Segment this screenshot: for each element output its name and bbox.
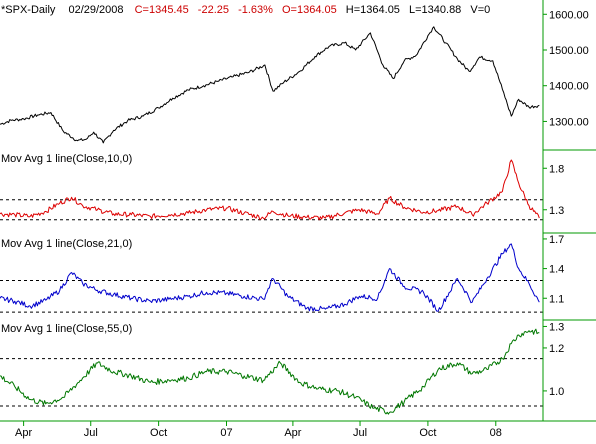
series-line-1 (0, 26, 540, 144)
y-tick-label: 1.0 (549, 386, 564, 398)
y-tick-label: 1300.00 (549, 116, 589, 128)
change-label: -22.25 (198, 4, 229, 16)
panel-4-title: Mov Avg 1 line(Close,55,0) (1, 323, 132, 335)
x-tick-label: Oct (150, 427, 167, 439)
symbol-label: *SPX-Daily (1, 4, 56, 16)
y-tick-label: 1600.00 (549, 9, 589, 21)
x-tick-label: Jul (84, 427, 98, 439)
x-tick-label: Apr (15, 427, 32, 439)
low-label: L=1340.88 (409, 4, 461, 16)
y-tick-label: 1.3 (549, 205, 564, 217)
panel-3-title: Mov Avg 1 line(Close,21,0) (1, 238, 132, 250)
x-tick-label: Jul (353, 427, 367, 439)
series-line-4 (0, 328, 540, 415)
panel-4: 1.3 1.2 1.0 (0, 321, 596, 422)
y-tick-label: 1.7 (549, 234, 564, 246)
change-pct-label: -1.63% (238, 4, 273, 16)
high-label: H=1364.05 (346, 4, 400, 16)
close-label: C=1345.45 (135, 4, 189, 16)
x-axis: Apr Jul Oct 07 Apr Jul Oct 08 (0, 420, 543, 439)
x-tick-label: 07 (220, 427, 232, 439)
panel-1: 1600.00 1500.00 1400.00 1300.00 (0, 9, 596, 151)
series-line-3 (0, 243, 540, 312)
date-label: 02/29/2008 (68, 4, 123, 16)
y-tick-label: 1.1 (549, 293, 564, 305)
header-info: *SPX-Daily 02/29/2008 C=1345.45 -22.25 -… (1, 4, 490, 16)
x-tick-label: Apr (284, 427, 301, 439)
panel-3: 1.7 1.4 1.1 (0, 234, 596, 321)
panel-2: 1.8 1.3 (0, 159, 596, 234)
x-tick-label: Oct (419, 427, 436, 439)
panels-layer: 1600.00 1500.00 1400.00 1300.00 1.8 1.3 1.7 1.4… (0, 0, 596, 422)
open-label: O=1364.05 (282, 4, 337, 16)
series-line-2 (0, 159, 540, 221)
y-tick-label: 1.2 (549, 343, 564, 355)
y-tick-label: 1.4 (549, 264, 564, 276)
x-tick-label: 08 (490, 427, 502, 439)
y-tick-label: 1400.00 (549, 81, 589, 93)
volume-label: V=0 (470, 4, 490, 16)
y-tick-label: 1.8 (549, 163, 564, 175)
y-tick-label: 1.3 (549, 321, 564, 333)
y-tick-label: 1500.00 (549, 45, 589, 57)
panel-2-title: Mov Avg 1 line(Close,10,0) (1, 153, 132, 165)
